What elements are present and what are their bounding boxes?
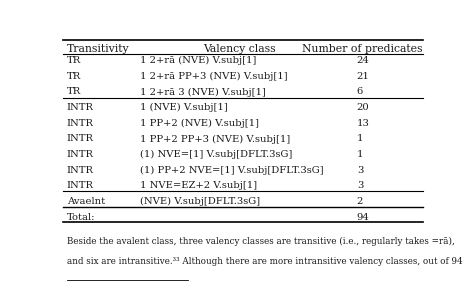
Text: INTR: INTR [66, 150, 93, 159]
Text: 1 2+rā PP+3 (NVE) V.subj[1]: 1 2+rā PP+3 (NVE) V.subj[1] [140, 72, 288, 81]
Text: (1) PP+2 NVE=[1] V.subj[DFLT.3sG]: (1) PP+2 NVE=[1] V.subj[DFLT.3sG] [140, 166, 324, 175]
Text: TR: TR [66, 87, 81, 96]
Text: INTR: INTR [66, 181, 93, 190]
Text: 1 2+rā (NVE) V.subj[1]: 1 2+rā (NVE) V.subj[1] [140, 56, 256, 65]
Text: 2: 2 [357, 197, 363, 206]
Text: INTR: INTR [66, 166, 93, 175]
Text: 21: 21 [357, 72, 370, 81]
Text: INTR: INTR [66, 135, 93, 143]
Text: 20: 20 [357, 103, 370, 112]
Text: Total:: Total: [66, 213, 95, 222]
Text: 1: 1 [357, 150, 363, 159]
Text: Valency class: Valency class [203, 44, 275, 54]
Text: and six are intransitive.³³ Although there are more intransitive valency classes: and six are intransitive.³³ Although the… [66, 257, 462, 266]
Text: TR: TR [66, 72, 81, 81]
Text: 1 PP+2 PP+3 (NVE) V.subj[1]: 1 PP+2 PP+3 (NVE) V.subj[1] [140, 135, 290, 144]
Text: 1 2+rā 3 (NVE) V.subj[1]: 1 2+rā 3 (NVE) V.subj[1] [140, 87, 266, 97]
Text: 1 NVE=EZ+2 V.subj[1]: 1 NVE=EZ+2 V.subj[1] [140, 181, 257, 190]
Text: 3: 3 [357, 181, 363, 190]
Text: Beside the avalent class, three valency classes are transitive (i.e., regularly : Beside the avalent class, three valency … [66, 237, 455, 246]
Text: 24: 24 [357, 56, 370, 65]
Text: (1) NVE=[1] V.subj[DFLT.3sG]: (1) NVE=[1] V.subj[DFLT.3sG] [140, 150, 292, 159]
Text: Avaelnt: Avaelnt [66, 197, 105, 206]
Text: TR: TR [66, 56, 81, 65]
Text: INTR: INTR [66, 103, 93, 112]
Text: Number of predicates: Number of predicates [302, 44, 423, 54]
Text: 13: 13 [357, 119, 370, 128]
Text: 94: 94 [357, 213, 370, 222]
Text: INTR: INTR [66, 119, 93, 128]
Text: 1 PP+2 (NVE) V.subj[1]: 1 PP+2 (NVE) V.subj[1] [140, 119, 259, 128]
Text: 3: 3 [357, 166, 363, 175]
Text: 1 (NVE) V.subj[1]: 1 (NVE) V.subj[1] [140, 103, 228, 112]
Text: (NVE) V.subj[DFLT.3sG]: (NVE) V.subj[DFLT.3sG] [140, 197, 260, 206]
Text: Transitivity: Transitivity [66, 44, 129, 54]
Text: 1: 1 [357, 135, 363, 143]
Text: 6: 6 [357, 87, 363, 96]
